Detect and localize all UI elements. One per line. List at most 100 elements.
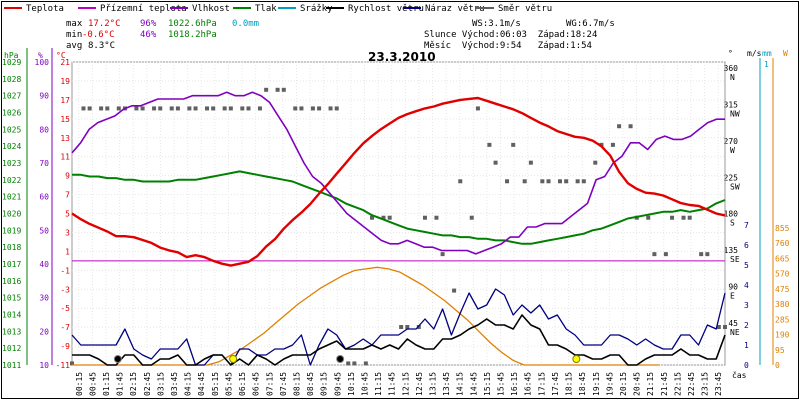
- stat-min-press: 1018.2hPa: [168, 30, 217, 40]
- dir-tick-deg: 135: [724, 246, 739, 255]
- x-tick-label: 21:45: [660, 372, 669, 396]
- x-tick-label: 12:45: [415, 372, 424, 396]
- dir-tick-deg: 360: [724, 64, 739, 73]
- pressure-line: [72, 170, 726, 245]
- w-tick: 95: [775, 346, 785, 355]
- hpa-tick: 1018: [2, 243, 21, 252]
- wind-dir-mark: [293, 106, 298, 111]
- wind-dir-mark: [105, 106, 110, 111]
- hpa-tick: 1015: [2, 294, 21, 303]
- radiation-line: [72, 266, 660, 366]
- axis-label-mm: mm: [762, 49, 772, 58]
- temperature-line: [71, 96, 726, 267]
- axis-label-dir: °: [728, 49, 733, 58]
- wind-dir-mark: [87, 106, 92, 111]
- wind-dir-mark: [581, 179, 586, 184]
- legend-label: Přízemní teplota: [100, 4, 187, 14]
- wind-dir-mark: [440, 252, 445, 257]
- x-tick-label: 18:15: [565, 372, 574, 396]
- w-tick: 665: [775, 254, 790, 263]
- x-tick-label: 14:15: [456, 372, 465, 396]
- w-tick: 855: [775, 224, 790, 233]
- wind-dir-mark: [723, 325, 727, 329]
- x-tick-label: 20:45: [633, 372, 642, 396]
- legend-label: Rychlost větru: [348, 4, 424, 14]
- mm-tick: 1: [764, 60, 769, 69]
- temp-tick: 21: [60, 58, 70, 67]
- pct-tick: 60: [39, 193, 49, 202]
- temp-tick: -3: [60, 285, 70, 294]
- temp-tick: 15: [60, 115, 70, 124]
- axes: hPa% °C1029102810271026102510241023102210…: [2, 48, 790, 370]
- x-tick-label: 11:45: [388, 372, 397, 396]
- stat-max-press: 1022.6hPa: [168, 19, 217, 29]
- x-tick-label: 00:45: [88, 372, 97, 396]
- x-tick-label: 13:15: [429, 372, 438, 396]
- info-block: WS:3.1m/s WG:6.7m/s Slunce Východ:06:03 …: [424, 19, 615, 51]
- wind-dir-mark: [264, 87, 269, 92]
- stat-max-rain: 0.0mm: [232, 19, 259, 29]
- hpa-tick: 1022: [2, 176, 21, 185]
- temp-tick: 7: [65, 191, 70, 200]
- temp-tick: 9: [65, 172, 70, 181]
- dir-tick-deg: 225: [724, 173, 739, 182]
- x-tick-label: 03:15: [156, 372, 165, 396]
- wind-dir-mark: [452, 288, 457, 293]
- wind-dir-mark: [81, 106, 86, 111]
- moonrise-marker: [336, 355, 345, 363]
- pct-tick: 10: [39, 361, 49, 370]
- hpa-tick: 1021: [2, 193, 21, 202]
- hpa-tick: 1012: [2, 344, 21, 353]
- wind-dir-mark: [116, 106, 121, 111]
- dir-tick-card: W: [730, 146, 735, 155]
- dir-tick-card: S: [730, 219, 735, 228]
- legend-label: Tlak: [255, 4, 277, 14]
- wind-dir-mark: [205, 106, 210, 111]
- dir-tick-card: NW: [730, 109, 740, 118]
- x-tick-label: 09:15: [320, 372, 329, 396]
- wind-dir-mark: [475, 106, 480, 111]
- hpa-tick: 1027: [2, 92, 21, 101]
- x-tick-label: 04:45: [197, 372, 206, 396]
- x-tick-label: 08:15: [292, 372, 301, 396]
- x-tick-label: 16:15: [510, 372, 519, 396]
- wind-dir-mark: [169, 106, 174, 111]
- hpa-tick: 1020: [2, 210, 21, 219]
- wind-dir-mark: [546, 179, 551, 184]
- wind-dir-mark: [422, 215, 427, 220]
- wind-dir-mark: [381, 215, 386, 220]
- ms-tick: 7: [744, 221, 749, 230]
- stat-min-hum: 46%: [140, 30, 157, 40]
- wind-dir-mark: [687, 215, 692, 220]
- wind-dir-mark: [416, 325, 421, 329]
- x-tick-label: 10:15: [347, 372, 356, 396]
- legend-label: Srážky: [300, 4, 333, 14]
- wind-dir-mark: [346, 361, 351, 366]
- hpa-tick: 1025: [2, 125, 21, 134]
- info-sun: Slunce Východ:06:03 Západ:18:24: [424, 30, 597, 40]
- wind-dir-mark: [652, 252, 657, 257]
- wind-dir-mark: [487, 142, 492, 147]
- pct-tick: 80: [39, 125, 49, 134]
- gust-line: [71, 288, 726, 366]
- x-tick-label: 23:15: [701, 372, 710, 396]
- x-tick-label: 15:45: [497, 372, 506, 396]
- temp-tick: -1: [60, 266, 70, 275]
- axis-label-ms: m/s: [747, 49, 762, 58]
- wind-dir-mark: [228, 106, 233, 111]
- dir-tick-card: NE: [730, 328, 740, 337]
- x-tick-label: 19:45: [605, 372, 614, 396]
- x-tick-label: 05:45: [224, 372, 233, 396]
- dir-tick-deg: 90: [728, 283, 738, 292]
- x-tick-label: 18:45: [578, 372, 587, 396]
- x-axis: 00:15 00:45 01:15 01:45 02:15 02:45 03:15 03:45…: [75, 370, 747, 396]
- ms-tick: 5: [744, 261, 749, 270]
- wind-dir-mark: [405, 325, 410, 329]
- hpa-tick: 1016: [2, 277, 21, 286]
- dir-tick-card: SE: [730, 255, 740, 264]
- wind-dir-mark: [240, 106, 245, 111]
- x-tick-label: 06:15: [238, 372, 247, 396]
- wind-dir-mark: [670, 215, 675, 220]
- pct-tick: 90: [39, 92, 49, 101]
- wind-dir-mark: [334, 106, 339, 111]
